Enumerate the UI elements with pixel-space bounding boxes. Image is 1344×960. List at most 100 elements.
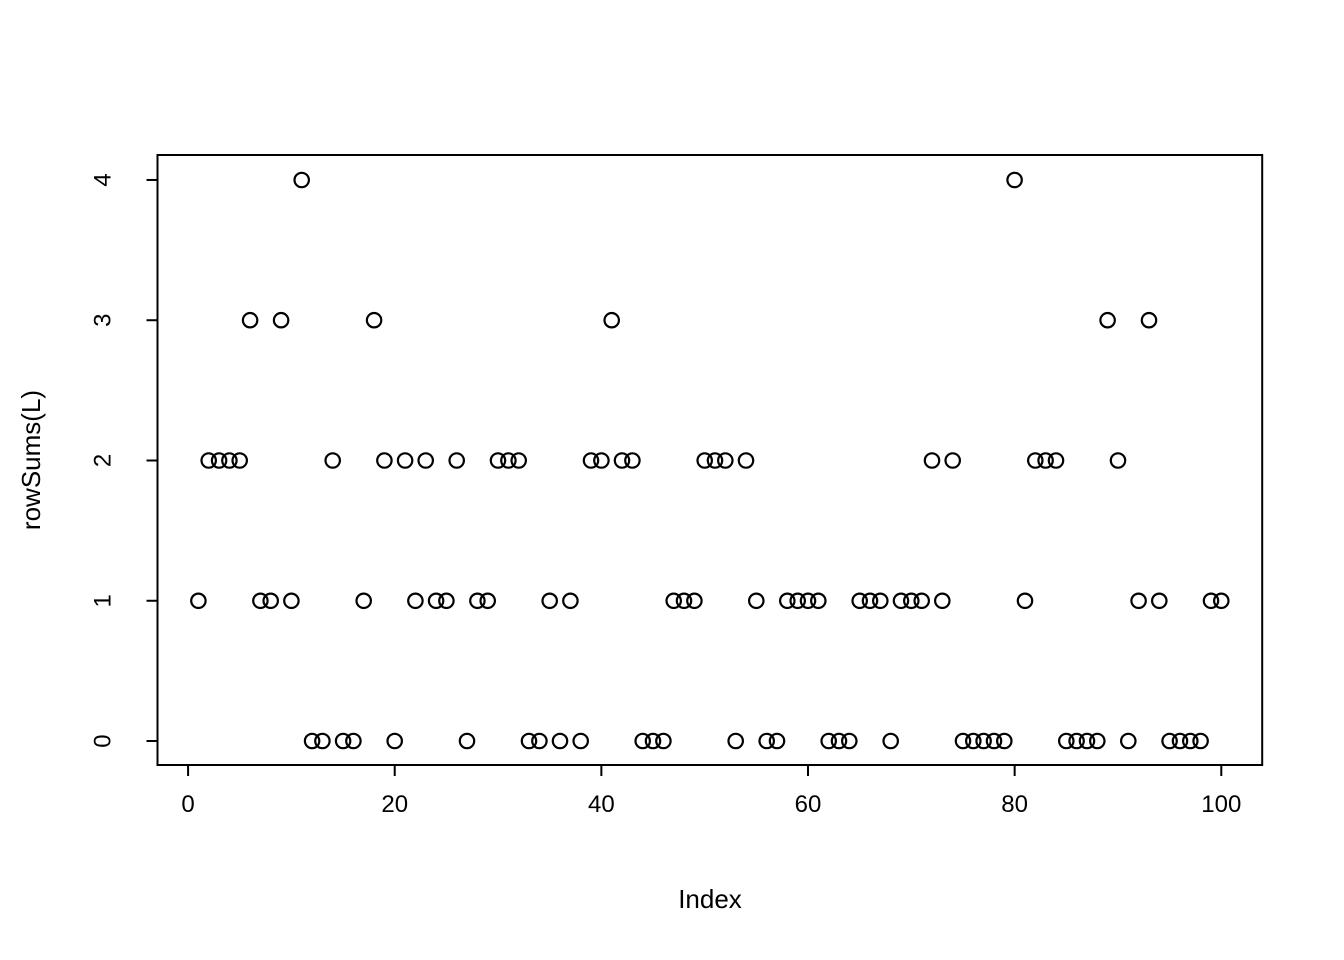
data-point [1016,592,1034,610]
y-axis-title: rowSums(L) [16,390,46,530]
x-tick-label: 0 [181,791,194,818]
data-point [190,592,207,610]
data-point [747,592,765,610]
data-point [1130,592,1147,610]
data-point [1089,732,1106,750]
data-point [241,311,259,329]
y-tick-label: 2 [90,454,117,467]
data-point [975,732,992,750]
x-axis-tick-labels: 0 20 40 60 80 100 [181,791,1241,818]
data-point [386,732,403,750]
data-point [500,452,517,469]
data-point [1068,732,1085,750]
data-point [799,592,817,610]
data-point [252,592,269,610]
y-axis-tick-labels: 0 1 2 3 4 [90,173,117,747]
data-point [541,592,558,610]
data-point [1213,592,1230,610]
data-point [644,732,662,750]
data-point [830,732,848,750]
x-axis-title: Index [678,884,742,914]
data-point [262,592,279,610]
data-point [458,732,476,750]
data-point [871,592,889,610]
data-point [396,452,414,469]
data-point [758,732,775,750]
y-tick-label: 3 [90,314,117,327]
data-point [231,452,248,469]
data-point [789,592,806,610]
data-point [1161,732,1178,750]
data-point [510,452,527,469]
data-point [210,452,228,469]
data-point [603,311,620,329]
data-point [283,592,300,610]
data-point [407,592,424,610]
data-point [1192,732,1209,750]
data-point [1058,732,1075,750]
data-point [1151,592,1168,610]
data-point [1047,452,1065,469]
data-point [985,732,1003,750]
data-points [190,171,1230,750]
y-axis-ticks [146,178,158,743]
data-point [634,732,651,750]
data-point [1109,452,1127,469]
data-point [675,592,693,610]
data-point [489,452,507,469]
data-point [933,592,951,610]
data-point [345,732,362,750]
data-point [221,452,238,469]
data-point [840,732,858,750]
data-point [706,452,724,469]
data-point [686,592,703,610]
data-point [727,732,744,750]
data-point [809,592,827,610]
data-point [1140,311,1158,329]
data-point [655,732,672,750]
x-tick-label: 80 [1001,791,1028,818]
data-point [303,732,321,750]
y-tick-label: 4 [90,173,117,186]
data-point [944,452,961,469]
data-point [1027,452,1044,469]
y-tick-label: 1 [90,594,117,607]
data-point [820,732,837,750]
data-point [479,592,496,610]
data-point [582,452,600,469]
x-tick-label: 40 [588,791,615,818]
data-point [768,732,786,750]
data-point [1171,732,1189,750]
data-point [293,171,310,189]
data-point [665,592,682,610]
data-point [572,732,589,750]
data-point [334,732,352,750]
data-point [778,592,796,610]
data-point [716,452,734,469]
data-point [923,452,941,469]
data-point [562,592,579,610]
data-point [861,592,879,610]
data-point [531,732,548,750]
data-point [851,592,868,610]
data-point [882,732,899,750]
data-point [1006,171,1023,189]
plot-border [156,154,1264,766]
x-tick-label: 60 [795,791,822,818]
data-point [376,452,393,469]
y-tick-label: 0 [90,734,117,747]
data-point [355,592,372,610]
data-point [520,732,538,750]
data-point [551,732,569,750]
data-point [1182,732,1199,750]
data-point [913,592,930,610]
data-point [365,311,383,329]
data-point [272,311,290,329]
data-point [427,592,445,610]
data-point [469,592,486,610]
data-point [613,452,631,469]
x-tick-label: 100 [1201,791,1241,818]
data-point [892,592,910,610]
data-point [995,732,1013,750]
